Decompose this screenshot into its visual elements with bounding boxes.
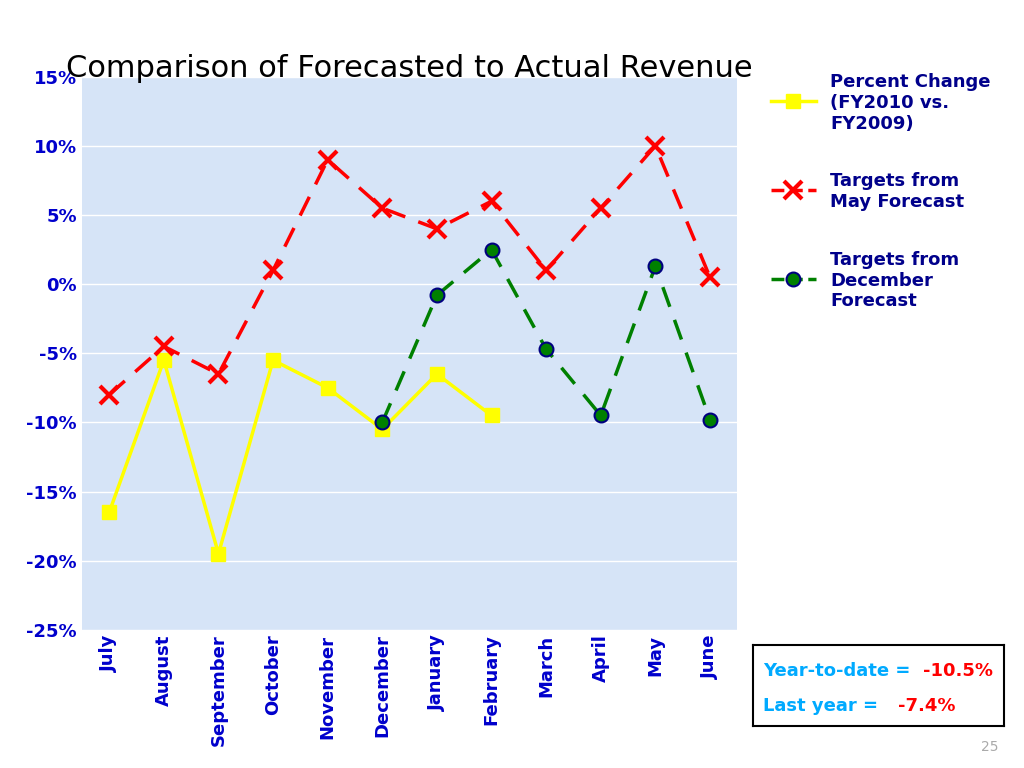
Text: Comparison of Forecasted to Actual Revenue: Comparison of Forecasted to Actual Reven… bbox=[67, 54, 753, 83]
Text: -7.4%: -7.4% bbox=[898, 697, 955, 714]
Legend: Percent Change
(FY2010 vs.
FY2009), Targets from
May Forecast, Targets from
Dece: Percent Change (FY2010 vs. FY2009), Targ… bbox=[764, 66, 998, 318]
Text: Year-to-date =: Year-to-date = bbox=[763, 662, 916, 680]
Text: 25: 25 bbox=[981, 740, 998, 754]
Text: -10.5%: -10.5% bbox=[924, 662, 993, 680]
Text: Last year =: Last year = bbox=[763, 697, 884, 714]
